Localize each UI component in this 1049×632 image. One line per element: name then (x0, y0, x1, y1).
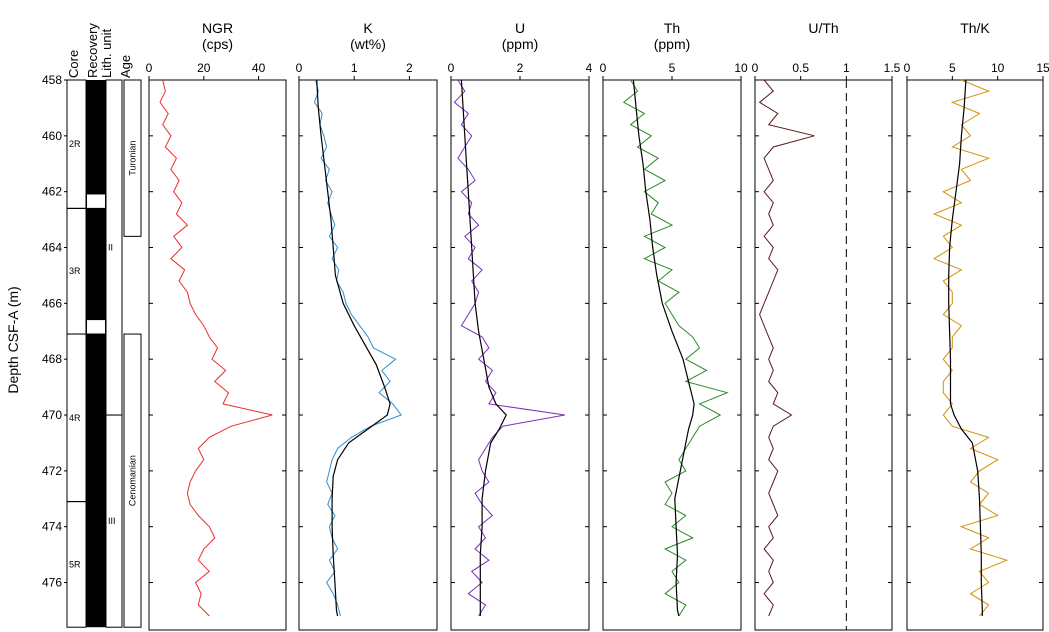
x-tick-label: 5 (669, 61, 676, 75)
strat-header-recovery: Recovery (85, 23, 100, 78)
panel-title: U/Th (808, 20, 838, 36)
x-tick-label: 2 (517, 61, 524, 75)
core-label: 5R (69, 559, 81, 569)
panel-thk: Th/K 0 5 10 15 (904, 20, 1049, 631)
recovery-gap (87, 194, 105, 209)
panel-unit: (cps) (202, 36, 233, 52)
series-trend-line (460, 79, 507, 616)
lith-unit-label: III (108, 516, 116, 526)
panel-frame (602, 79, 742, 631)
panel-uth: U/Th 0 0.5 1 1.5 (752, 20, 901, 631)
age-box (123, 79, 142, 237)
x-tick-label: 15 (1036, 61, 1049, 75)
x-tick-label: 0 (448, 61, 455, 75)
panel-u: U(ppm) 0 2 4 (448, 20, 593, 631)
x-tick-label: 0 (752, 61, 759, 75)
depth-tick-label: 476 (42, 576, 62, 590)
panel-frame (906, 79, 1044, 631)
series-trend-line (316, 79, 391, 617)
panel-unit: (ppm) (502, 36, 539, 52)
series-trend-line (948, 79, 983, 616)
panel-unit: (ppm) (654, 36, 691, 52)
core-label: 3R (69, 266, 81, 276)
depth-tick-label: 458 (42, 73, 62, 87)
panel-title: K (363, 20, 373, 36)
log-panels: NGR(cps)0 20 40K(wt%)0 1 2U(ppm)0 2 4Th(ppm)0 5… (146, 20, 1049, 631)
x-tick-label: 0 (296, 61, 303, 75)
series-line (159, 79, 273, 617)
x-tick-label: 4 (586, 61, 593, 75)
core-label: 4R (69, 413, 81, 423)
depth-tick-label: 464 (42, 241, 62, 255)
x-tick-label: 40 (252, 61, 266, 75)
depth-tick-label: 470 (42, 408, 62, 422)
age-label: Turonian (128, 141, 138, 176)
depth-tick-label: 462 (42, 185, 62, 199)
panel-title: Th/K (960, 20, 990, 36)
x-tick-label: 0 (146, 61, 153, 75)
x-tick-label: 1.5 (884, 61, 901, 75)
panel-k: K(wt%) 0 1 2 (296, 20, 438, 631)
depth-axis-label: Depth CSF-A (m) (5, 286, 21, 393)
depth-tick-label: 474 (42, 520, 62, 534)
series-trend-line (632, 79, 695, 617)
panel-title: U (515, 20, 525, 36)
recovery-gap (87, 320, 105, 335)
panel-title: Th (664, 20, 680, 36)
x-tick-label: 1 (351, 61, 358, 75)
panel-title: NGR (202, 20, 233, 36)
x-tick-label: 10 (734, 61, 748, 75)
x-tick-label: 2 (406, 61, 413, 75)
x-tick-label: 0.5 (792, 61, 809, 75)
x-tick-label: 20 (197, 61, 211, 75)
core-label: 2R (69, 139, 81, 149)
panel-unit: (wt%) (350, 36, 386, 52)
depth-tick-label: 472 (42, 464, 62, 478)
lith-unit-box (105, 414, 123, 628)
panel-frame (148, 79, 287, 631)
x-tick-label: 1 (843, 61, 850, 75)
panel-frame (754, 79, 893, 631)
x-tick-label: 5 (949, 61, 956, 75)
depth-tick-label: 468 (42, 352, 62, 366)
strat-header-core: Core (66, 50, 81, 78)
x-tick-label: 0 (600, 61, 607, 75)
series-line (313, 79, 402, 617)
panel-th: Th(ppm) 0 5 10 (600, 20, 748, 631)
series-line (758, 79, 815, 617)
recovery-column (86, 80, 106, 628)
depth-axis: 458 460 462 464 466 468 470 472 474 476 Depth CSF-… (5, 73, 67, 590)
strat-columns: Core Recovery Lith. unit Age2R3R4R5RIIIIITu… (66, 23, 142, 628)
panel-ngr: NGR(cps) 0 20 40 (146, 20, 287, 631)
x-tick-label: 10 (991, 61, 1005, 75)
strat-header-lithunit: Lith. unit (99, 28, 114, 78)
age-label: Cenomanian (128, 455, 138, 506)
series-line (932, 79, 1009, 617)
x-tick-label: 0 (904, 61, 911, 75)
depth-tick-label: 460 (42, 129, 62, 143)
panel-frame (450, 79, 590, 631)
strat-header-age: Age (118, 55, 133, 78)
age-box (123, 333, 142, 628)
panel-frame (298, 79, 438, 631)
series-line (622, 79, 729, 617)
series-line (453, 79, 565, 617)
depth-tick-label: 466 (42, 296, 62, 310)
lith-unit-label: II (108, 243, 113, 253)
